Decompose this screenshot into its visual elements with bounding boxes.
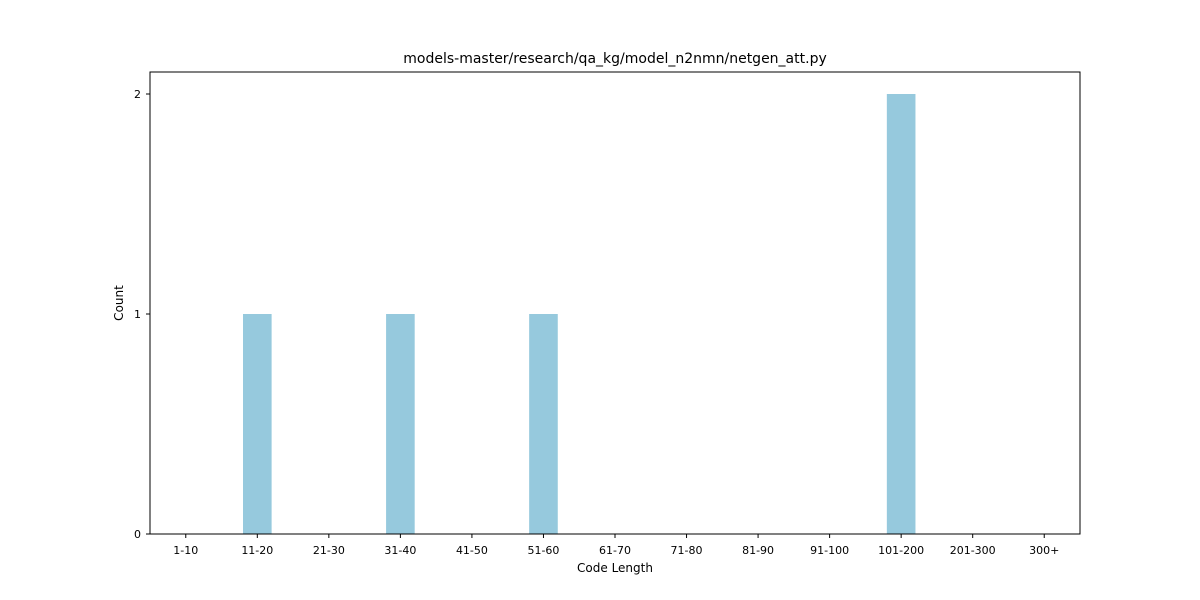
- x-tick-label: 71-80: [671, 544, 703, 557]
- x-tick-label: 101-200: [878, 544, 924, 557]
- bar-31-40: [386, 314, 415, 534]
- x-tick-label: 81-90: [742, 544, 774, 557]
- plot-area-frame: [149, 71, 1081, 535]
- chart-title: models-master/research/qa_kg/model_n2nmn…: [403, 51, 827, 67]
- y-tick-label: 1: [134, 308, 141, 321]
- x-tick-label: 51-60: [527, 544, 559, 557]
- x-tick-label: 201-300: [950, 544, 996, 557]
- bars-group: [243, 94, 916, 534]
- bar-11-20: [243, 314, 272, 534]
- x-tick-label: 61-70: [599, 544, 631, 557]
- x-tick-label: 21-30: [313, 544, 345, 557]
- bar-101-200: [886, 94, 916, 534]
- y-tick-label: 0: [134, 528, 141, 541]
- y-axis-ticks: 0 1 2: [134, 88, 150, 541]
- x-tick-label: 11-20: [241, 544, 273, 557]
- x-axis-ticks: 1-10 11-20 21-30 31-40 41-50 51-60 61-70 71-80 8…: [173, 534, 1059, 557]
- bar-51-60: [529, 314, 558, 534]
- x-tick-label: 300+: [1029, 544, 1059, 557]
- x-axis-label: Code Length: [577, 561, 653, 575]
- y-tick-label: 2: [134, 88, 141, 101]
- x-tick-label: 31-40: [384, 544, 416, 557]
- y-axis-label: Count: [112, 285, 126, 321]
- x-tick-label: 91-100: [810, 544, 849, 557]
- x-tick-label: 41-50: [456, 544, 488, 557]
- x-tick-label: 1-10: [173, 544, 198, 557]
